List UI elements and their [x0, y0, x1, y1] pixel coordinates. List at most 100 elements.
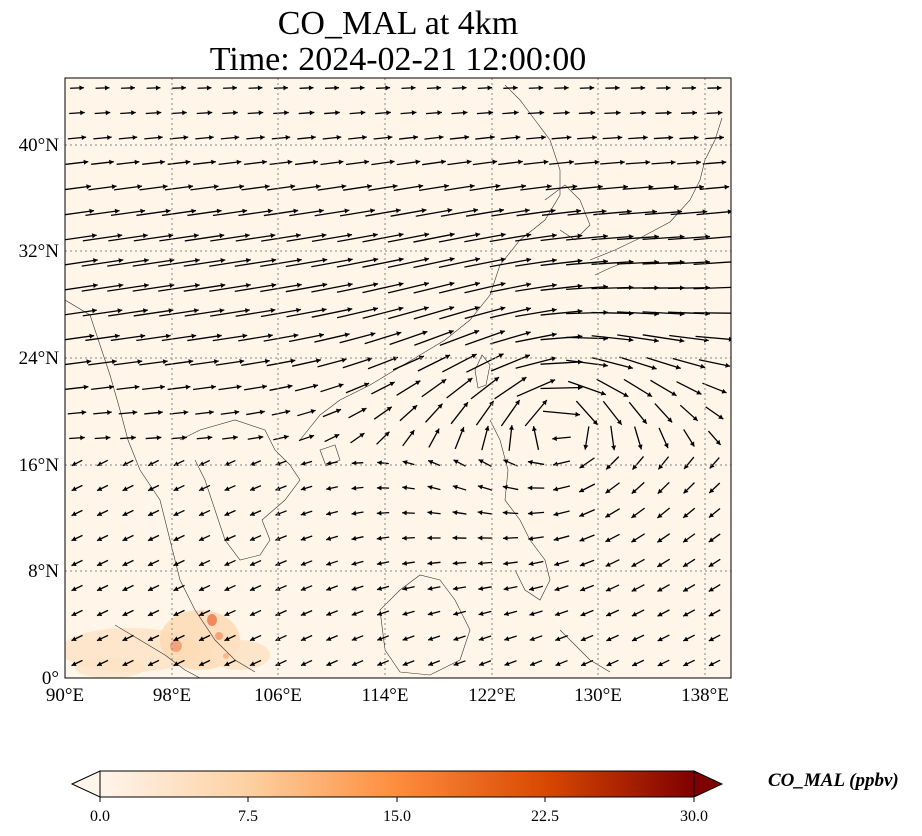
wind-vector-head	[245, 258, 251, 263]
wind-vector-head	[71, 636, 77, 641]
wind-vector-head	[351, 460, 357, 466]
wind-vector-head	[579, 537, 585, 542]
wind-vector	[438, 233, 481, 243]
wind-vector	[367, 356, 399, 370]
wind-vector-head	[666, 85, 671, 91]
wind-vector-head	[551, 332, 557, 338]
wind-vector	[475, 400, 495, 426]
wind-vector-head	[158, 410, 163, 416]
wind-vector	[444, 184, 475, 192]
wind-vector	[286, 234, 327, 242]
wind-vector	[440, 209, 479, 217]
wind-vector-head	[80, 110, 85, 116]
wind-vector-head	[441, 159, 446, 165]
wind-vector	[540, 285, 583, 291]
wind-vector-head	[326, 636, 332, 641]
wind-vector-head	[326, 485, 332, 491]
wind-vector-head	[617, 135, 623, 141]
wind-vector-head	[285, 409, 291, 415]
wind-vector-head	[160, 384, 165, 390]
wind-vector	[389, 330, 428, 346]
wind-vector	[540, 310, 583, 316]
wind-vector	[388, 306, 429, 320]
wind-vector-head	[601, 208, 607, 214]
wind-vector-head	[91, 308, 97, 314]
wind-vector	[292, 359, 321, 367]
wind-vector	[387, 233, 430, 243]
wind-vector	[263, 209, 299, 217]
wind-vector	[693, 261, 731, 266]
wind-vector-head	[361, 408, 367, 413]
wind-vector-head	[658, 464, 664, 470]
wind-vector	[107, 284, 149, 292]
wind-vector-head	[392, 183, 398, 189]
wind-vector	[139, 360, 168, 366]
wind-vector-head	[216, 208, 222, 214]
wind-vector-head	[495, 183, 501, 189]
wind-vector-head	[130, 85, 135, 91]
wind-vector-head	[667, 417, 673, 423]
wind-vector	[133, 234, 174, 242]
wind-vector-head	[632, 636, 638, 642]
wind-vector-head	[449, 257, 455, 262]
wind-vector-head	[173, 536, 179, 541]
wind-vector-head	[326, 611, 332, 616]
wind-vector-head	[114, 208, 120, 214]
colorbar-tick-22.5: 22.5	[531, 808, 559, 825]
wind-vector-head	[489, 134, 495, 140]
wind-vector	[591, 235, 634, 241]
wind-vector-head	[111, 359, 117, 365]
wind-vector-head	[319, 332, 324, 338]
wind-vector	[65, 284, 98, 291]
wind-vector-head	[105, 435, 111, 441]
wind-vector-head	[198, 661, 205, 666]
wind-vector	[234, 284, 277, 292]
wind-vector-head	[341, 184, 347, 190]
wind-vector	[464, 282, 506, 294]
wind-vector-head	[117, 308, 123, 314]
wind-vector-head	[219, 233, 225, 239]
wind-vector-head	[140, 208, 146, 214]
colorbar-min-extend	[70, 770, 101, 798]
wind-vector-head	[594, 159, 600, 165]
wind-vector-head	[615, 85, 620, 91]
wind-vector-head	[725, 362, 731, 368]
wind-vector-head	[91, 233, 97, 239]
wind-vector-head	[453, 459, 459, 465]
wind-vector-head	[182, 110, 187, 116]
wind-vector-head	[580, 586, 586, 592]
wind-vector-head	[521, 377, 527, 382]
wind-vector-head	[249, 561, 256, 566]
wind-vector-head	[527, 510, 533, 516]
wind-vector-head	[334, 434, 340, 439]
wind-vector-head	[452, 510, 458, 516]
wind-vector-head	[208, 135, 214, 141]
wind-vector-head	[360, 110, 366, 116]
wind-vector	[215, 360, 245, 366]
wind-vector	[187, 209, 222, 217]
wind-vector-head	[364, 159, 369, 165]
wind-vector	[136, 334, 171, 342]
wind-vector	[364, 331, 402, 345]
colorbar-tick-15: 15.0	[383, 808, 411, 825]
wind-vector-head	[641, 110, 647, 116]
wind-vector	[446, 377, 473, 399]
wind-vector-head	[441, 379, 447, 384]
wind-vector-head	[577, 258, 583, 264]
wind-vector-head	[262, 384, 267, 390]
wind-vector-head	[377, 586, 383, 591]
wind-vector-head	[708, 562, 714, 567]
wind-vector-head	[589, 85, 595, 91]
wind-vector-head	[134, 159, 140, 165]
wind-vector-head	[165, 208, 171, 214]
wind-vector-head	[716, 85, 722, 91]
wind-vector-head	[326, 661, 332, 666]
wind-vector-head	[452, 484, 458, 490]
wind-vector-head	[627, 364, 633, 370]
wind-vector	[235, 234, 276, 242]
wind-vector	[414, 330, 454, 346]
wind-vector-head	[338, 383, 344, 389]
wind-vector-head	[657, 587, 663, 592]
wind-vector	[85, 334, 120, 342]
wind-vector-head	[724, 184, 730, 190]
